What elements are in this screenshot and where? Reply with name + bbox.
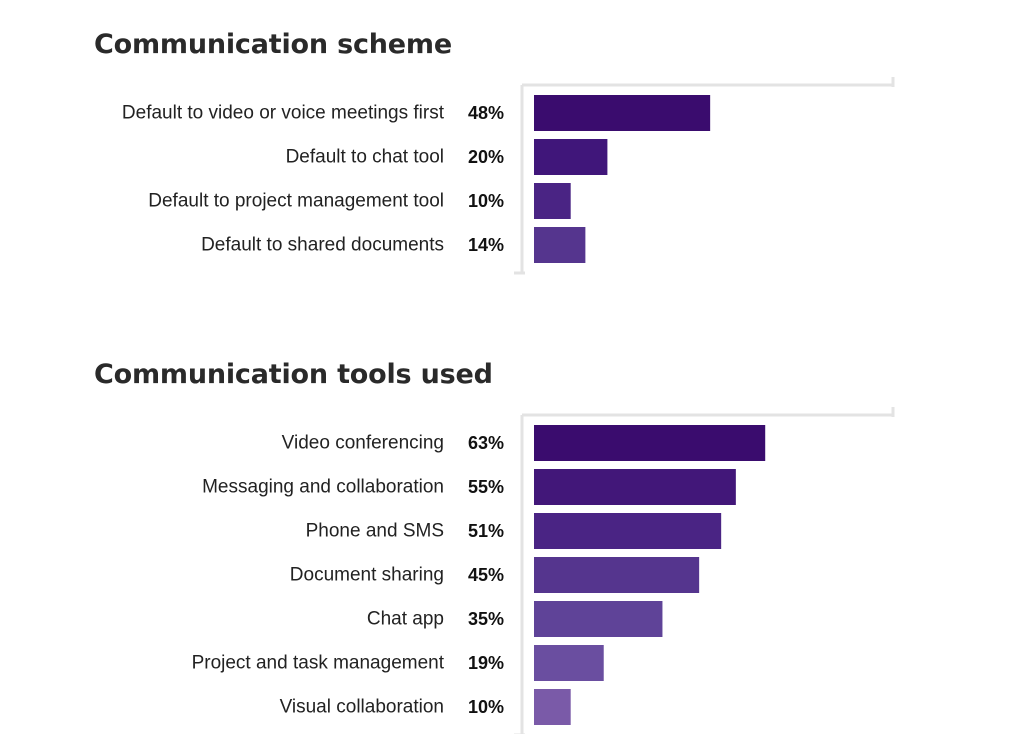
category-label: Default to chat tool [286,147,444,168]
chart-title: Communication scheme [94,29,452,60]
value-label: 55% [468,477,504,497]
category-label: Messaging and collaboration [202,477,444,498]
bar [534,513,722,549]
chart-communication-tools: Communication tools used Video conferenc… [0,330,1024,734]
chart-communication-scheme: Communication scheme Default to video or… [0,0,1024,300]
bar [534,425,766,461]
category-label: Video conferencing [282,433,444,454]
value-label: 10% [468,697,504,717]
category-label: Project and task management [192,653,445,674]
category-label: Default to video or voice meetings first [122,103,445,124]
value-label: 19% [468,653,504,673]
bar [534,557,700,593]
value-label: 45% [468,565,504,585]
bar [534,227,586,263]
bar [534,95,711,131]
bar [534,469,736,505]
value-label: 14% [468,235,504,255]
value-label: 63% [468,433,504,453]
category-label: Visual collaboration [280,697,444,718]
chart-title: Communication tools used [94,359,493,390]
category-label: Default to shared documents [201,235,444,256]
bar [534,645,604,681]
category-label: Phone and SMS [306,521,444,542]
bar [534,601,663,637]
category-label: Default to project management tool [148,191,444,212]
bar [534,139,608,175]
value-label: 20% [468,147,504,167]
value-label: 48% [468,103,504,123]
value-label: 10% [468,191,504,211]
category-label: Chat app [367,609,444,630]
value-label: 35% [468,609,504,629]
bar [534,183,571,219]
value-label: 51% [468,521,504,541]
bar-chart: Video conferencing 63% Messaging and colla… [192,407,895,734]
bar-chart: Default to video or voice meetings first… [122,77,895,275]
category-label: Document sharing [290,565,444,586]
bar [534,689,571,725]
